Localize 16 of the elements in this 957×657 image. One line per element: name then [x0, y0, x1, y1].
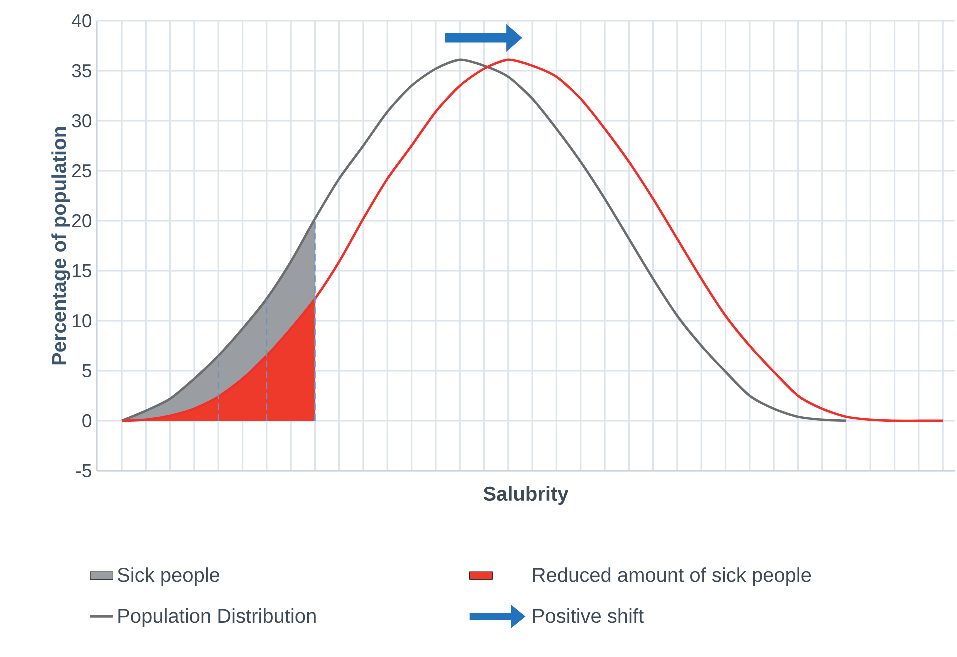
y-tick-label: 35 — [72, 64, 92, 78]
y-tick-label: 40 — [72, 14, 92, 28]
legend-label: Population Distribution — [118, 608, 316, 628]
y-tick-label: -5 — [76, 464, 92, 478]
x-axis-title: Salubrity — [484, 486, 569, 505]
y-tick-label: 25 — [72, 164, 92, 178]
y-tick-label: 0 — [82, 414, 92, 428]
y-axis-title: Percentage of population — [52, 127, 70, 365]
y-tick-label: 15 — [72, 264, 92, 278]
text: Positive shift — [533, 608, 644, 624]
legend-label: Sick people — [118, 568, 220, 586]
legend-label: Reduced amount of sick people — [533, 568, 812, 586]
y-tick-label: 5 — [82, 364, 92, 378]
y-tick-label: 10 — [72, 314, 92, 328]
y-tick-label: 30 — [72, 114, 92, 128]
y-tick-label: 20 — [72, 214, 92, 228]
